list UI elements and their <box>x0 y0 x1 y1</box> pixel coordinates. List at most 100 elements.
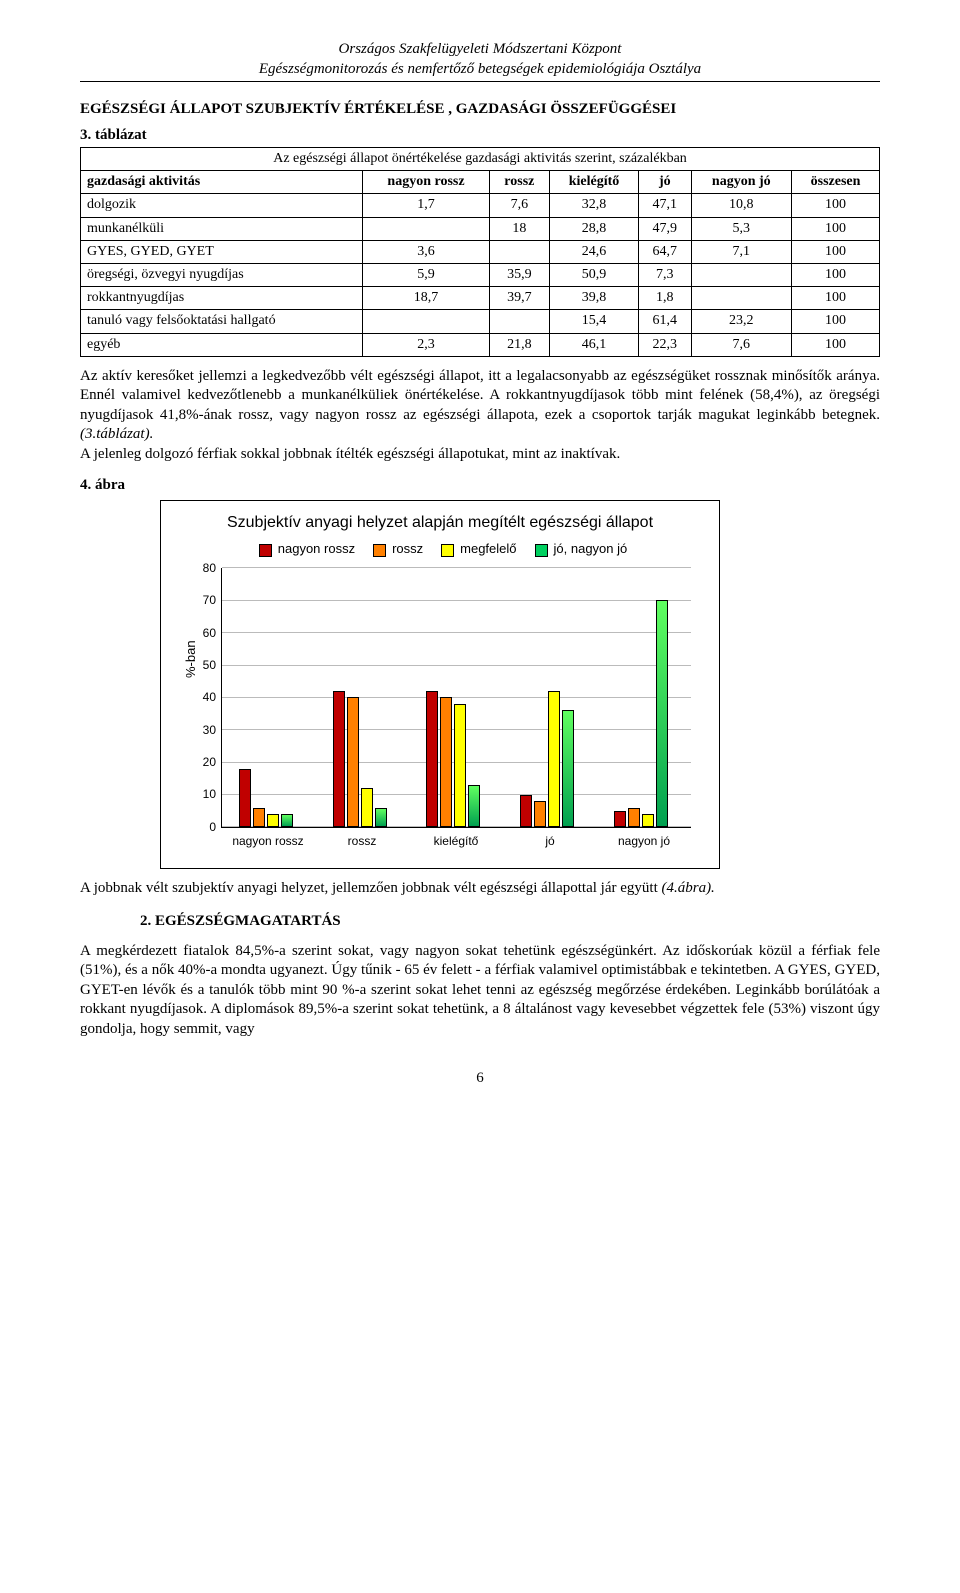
cell: 21,8 <box>489 333 549 356</box>
cell: 100 <box>792 310 880 333</box>
cell <box>489 240 549 263</box>
row-label: GYES, GYED, GYET <box>81 240 363 263</box>
cell: 3,6 <box>363 240 489 263</box>
bar <box>520 795 532 828</box>
chart-plot-area: %-ban 01020304050607080 <box>221 568 691 828</box>
bar <box>656 600 668 828</box>
col-header: nagyon rossz <box>363 171 489 194</box>
bar <box>375 808 387 828</box>
table-row: tanuló vagy felsőoktatási hallgató15,461… <box>81 310 880 333</box>
bar <box>454 704 466 828</box>
cell: 61,4 <box>639 310 692 333</box>
cell: 100 <box>792 333 880 356</box>
paragraph-2: A jobbnak vélt szubjektív anyagi helyzet… <box>80 879 880 899</box>
cell: 39,7 <box>489 287 549 310</box>
cell: 7,6 <box>489 194 549 217</box>
paragraph-1: Az aktív keresőket jellemzi a legkedvező… <box>80 367 880 465</box>
legend-item: nagyon rossz <box>253 541 355 556</box>
page-number: 6 <box>80 1069 880 1089</box>
paragraph-3: A megkérdezett fiatalok 84,5%-a szerint … <box>80 942 880 1040</box>
bar-group <box>426 691 480 828</box>
row-label: dolgozik <box>81 194 363 217</box>
col-header: jó <box>639 171 692 194</box>
legend-item: rossz <box>367 541 423 556</box>
bar <box>642 814 654 827</box>
bar <box>628 808 640 828</box>
cell: 15,4 <box>550 310 639 333</box>
cell: 100 <box>792 287 880 310</box>
bar <box>440 697 452 827</box>
cell: 18 <box>489 217 549 240</box>
table-label: 3. táblázat <box>80 126 880 146</box>
bar <box>361 788 373 827</box>
cell: 22,3 <box>639 333 692 356</box>
cell: 47,1 <box>639 194 692 217</box>
table-caption: Az egészségi állapot önértékelése gazdas… <box>81 148 880 171</box>
chart-container: Szubjektív anyagi helyzet alapján megíté… <box>160 500 720 869</box>
x-tick-label: rossz <box>315 834 409 850</box>
cell: 32,8 <box>550 194 639 217</box>
subsection-heading: 2. EGÉSZSÉGMAGATARTÁS <box>140 912 880 932</box>
col-header: kielégítő <box>550 171 639 194</box>
cell: 47,9 <box>639 217 692 240</box>
cell: 18,7 <box>363 287 489 310</box>
legend-swatch <box>441 544 454 557</box>
row-label: rokkantnyugdíjas <box>81 287 363 310</box>
table-row: egyéb2,321,846,122,37,6100 <box>81 333 880 356</box>
y-tick-label: 30 <box>182 722 216 738</box>
header-line-1: Országos Szakfelügyeleti Módszertani Köz… <box>80 40 880 60</box>
plot-region: 01020304050607080 <box>221 568 691 828</box>
table-row: rokkantnyugdíjas18,739,739,81,8100 <box>81 287 880 310</box>
cell <box>691 263 791 286</box>
cell: 100 <box>792 240 880 263</box>
gridline <box>222 567 691 568</box>
section-title: EGÉSZSÉGI ÁLLAPOT SZUBJEKTÍV ÉRTÉKELÉSE … <box>80 100 880 120</box>
bar <box>468 785 480 827</box>
table-row: öregségi, özvegyi nyugdíjas5,935,950,97,… <box>81 263 880 286</box>
cell: 7,6 <box>691 333 791 356</box>
y-tick-label: 40 <box>182 690 216 706</box>
cell <box>691 287 791 310</box>
x-axis-labels: nagyon rosszrosszkielégítőjónagyon jó <box>221 834 691 850</box>
x-tick-label: jó <box>503 834 597 850</box>
cell: 28,8 <box>550 217 639 240</box>
bar-group <box>239 769 293 828</box>
bar <box>562 710 574 827</box>
table-header-row: gazdasági aktivitás nagyon rossz rossz k… <box>81 171 880 194</box>
cell: 100 <box>792 217 880 240</box>
y-tick-label: 0 <box>182 820 216 836</box>
table-row: GYES, GYED, GYET3,624,664,77,1100 <box>81 240 880 263</box>
bar <box>281 814 293 827</box>
row-label: munkanélküli <box>81 217 363 240</box>
legend-item: megfelelő <box>435 541 516 556</box>
col-header: rossz <box>489 171 549 194</box>
legend-swatch <box>259 544 272 557</box>
cell: 100 <box>792 263 880 286</box>
y-tick-label: 20 <box>182 755 216 771</box>
header-line-2: Egészségmonitorozás és nemfertőző betegs… <box>80 60 880 80</box>
bar <box>333 691 345 828</box>
cell: 100 <box>792 194 880 217</box>
col-header-left: gazdasági aktivitás <box>81 171 363 194</box>
chart-title: Szubjektív anyagi helyzet alapján megíté… <box>179 513 701 534</box>
cell <box>363 310 489 333</box>
x-tick-label: kielégítő <box>409 834 503 850</box>
x-tick-label: nagyon rossz <box>221 834 315 850</box>
table-caption-row: Az egészségi állapot önértékelése gazdas… <box>81 148 880 171</box>
cell: 64,7 <box>639 240 692 263</box>
cell: 39,8 <box>550 287 639 310</box>
cell <box>363 217 489 240</box>
y-tick-label: 80 <box>182 561 216 577</box>
bar <box>548 691 560 828</box>
bar <box>614 811 626 827</box>
col-header: nagyon jó <box>691 171 791 194</box>
row-label: öregségi, özvegyi nyugdíjas <box>81 263 363 286</box>
bar-group <box>614 600 668 828</box>
cell: 23,2 <box>691 310 791 333</box>
cell: 2,3 <box>363 333 489 356</box>
table-row: dolgozik1,77,632,847,110,8100 <box>81 194 880 217</box>
legend-swatch <box>373 544 386 557</box>
cell: 46,1 <box>550 333 639 356</box>
cell <box>489 310 549 333</box>
page-header: Országos Szakfelügyeleti Módszertani Köz… <box>80 40 880 82</box>
